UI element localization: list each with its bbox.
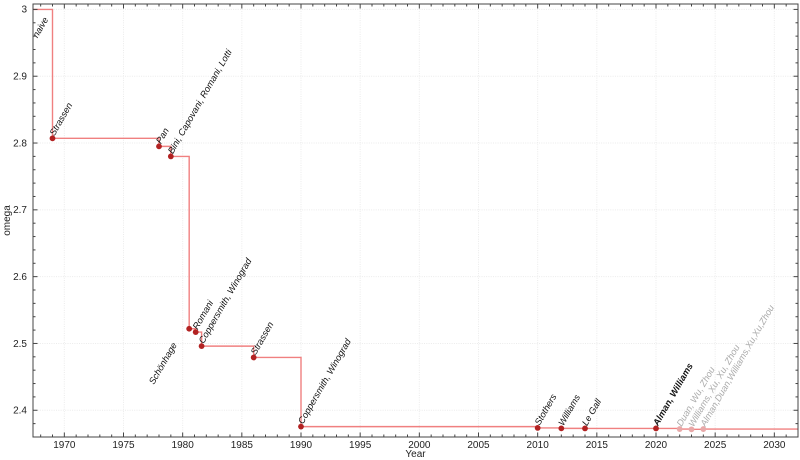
- svg-text:2.9: 2.9: [13, 72, 27, 83]
- svg-text:2.6: 2.6: [13, 272, 27, 283]
- svg-text:2.7: 2.7: [13, 205, 27, 216]
- svg-text:1975: 1975: [112, 440, 135, 451]
- svg-text:2.8: 2.8: [13, 138, 27, 149]
- svg-text:1980: 1980: [172, 440, 195, 451]
- svg-text:2005: 2005: [467, 440, 490, 451]
- svg-text:Year: Year: [405, 449, 426, 460]
- svg-text:1985: 1985: [231, 440, 254, 451]
- svg-text:2.5: 2.5: [13, 339, 27, 350]
- svg-text:omega: omega: [2, 205, 13, 236]
- svg-text:1995: 1995: [349, 440, 372, 451]
- svg-text:1990: 1990: [290, 440, 313, 451]
- svg-text:1970: 1970: [53, 440, 76, 451]
- svg-text:2015: 2015: [586, 440, 609, 451]
- svg-text:3: 3: [21, 5, 27, 16]
- svg-text:2.4: 2.4: [13, 406, 27, 417]
- svg-text:2010: 2010: [527, 440, 550, 451]
- svg-text:2025: 2025: [704, 440, 727, 451]
- svg-text:2030: 2030: [763, 440, 786, 451]
- svg-text:2020: 2020: [645, 440, 668, 451]
